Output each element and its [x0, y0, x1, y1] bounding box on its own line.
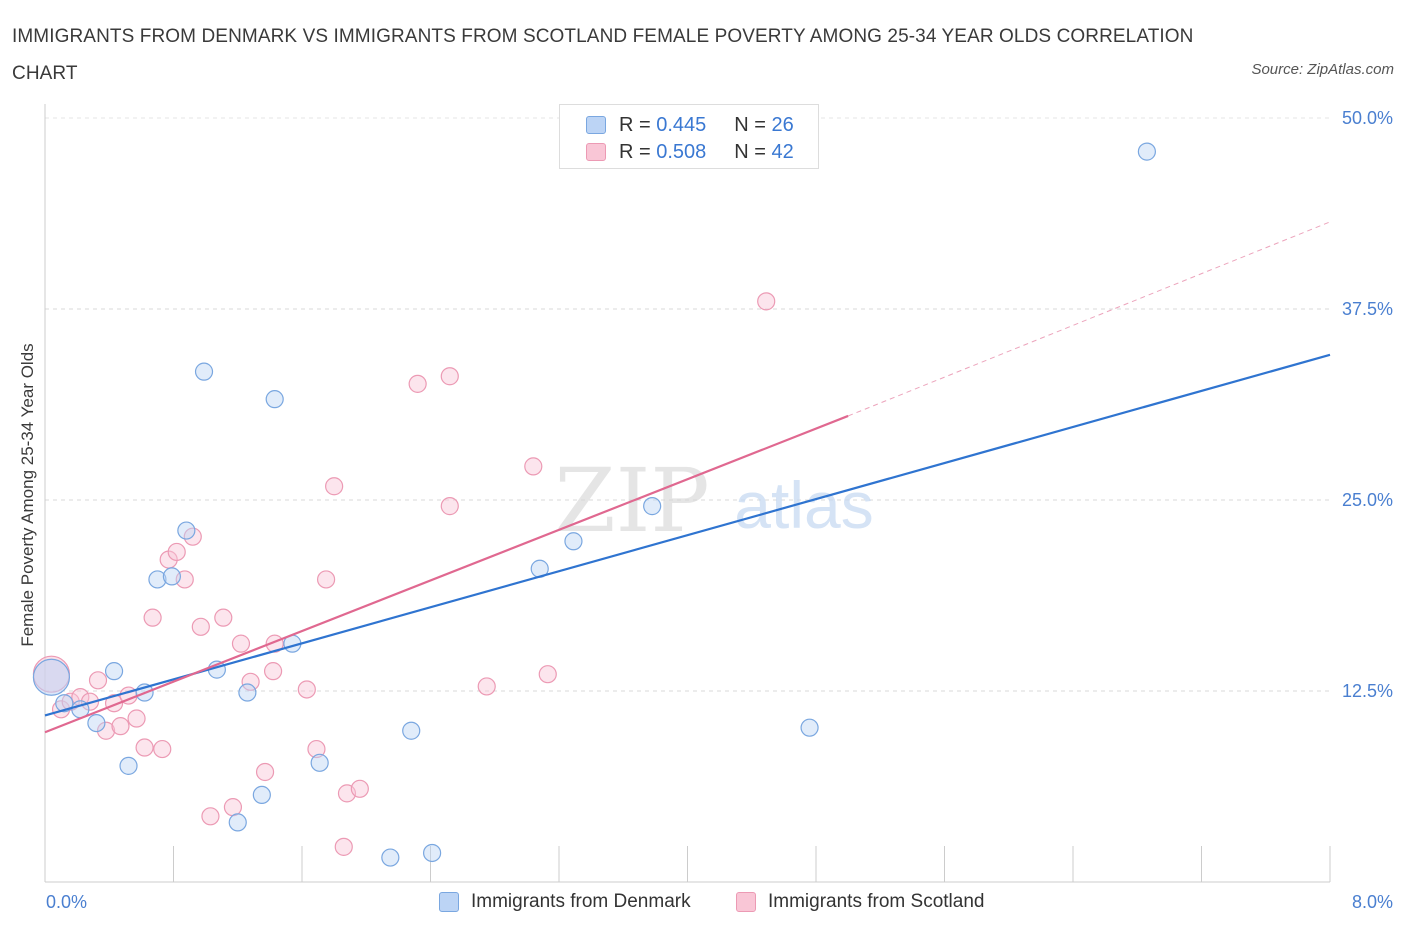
- scotland-data-point: [524, 457, 543, 476]
- scotland-data-point: [477, 677, 496, 696]
- chart-title: IMMIGRANTS FROM DENMARK VS IMMIGRANTS FR…: [12, 26, 1194, 84]
- denmark-data-point: [55, 694, 74, 713]
- scotland-data-point: [231, 634, 251, 653]
- legend-n-value: 42: [771, 140, 794, 163]
- scotland-legend-label: Immigrants from Scotland: [768, 891, 985, 912]
- scotland-data-point: [757, 292, 776, 311]
- denmark-data-point: [104, 662, 124, 681]
- scotland-data-point: [350, 779, 369, 798]
- y-tick-label: 12.5%: [1342, 681, 1393, 701]
- denmark-legend-label: Immigrants from Denmark: [471, 891, 691, 912]
- denmark-legend-swatch-icon: [439, 892, 459, 912]
- legend-n-value: 26: [771, 113, 794, 136]
- scotland-legend-swatch-icon: [736, 892, 756, 912]
- scotland-data-point: [127, 709, 146, 728]
- legend-row-scotland: R = 0.508 N = 42: [586, 139, 794, 165]
- scotland-data-point: [223, 798, 243, 817]
- legend-r-label: R =: [619, 140, 657, 163]
- watermark: ZIP atlas: [554, 449, 873, 552]
- denmark-trend-line: [44, 353, 1331, 717]
- legend-r-label: R =: [619, 113, 657, 136]
- legend-row-denmark: R = 0.445 N = 26: [586, 112, 794, 138]
- scotland-data-point: [440, 367, 459, 386]
- denmark-data-point: [162, 567, 181, 586]
- scotland-data-point: [263, 662, 283, 681]
- denmark-data-point: [119, 756, 138, 775]
- legend-n-label: N =: [734, 113, 772, 136]
- denmark-data-point: [423, 843, 442, 863]
- scotland-data-point: [408, 374, 427, 393]
- scotland-data-point: [167, 542, 186, 562]
- scotland-data-point: [143, 608, 162, 627]
- denmark-data-point: [238, 683, 257, 702]
- scotland-data-point: [307, 739, 326, 759]
- scotland-data-point: [325, 477, 344, 496]
- watermark-atlas: atlas: [734, 468, 873, 542]
- scotland-data-point: [201, 807, 220, 826]
- y-tick-label: 25.0%: [1342, 490, 1393, 510]
- scotland-swatch-icon: [586, 143, 606, 161]
- series-denmark-points: [32, 142, 1156, 867]
- denmark-data-point: [800, 718, 819, 737]
- denmark-data-point: [310, 753, 329, 772]
- scotland-data-point: [135, 738, 154, 757]
- legend-r-value: 0.508: [656, 140, 707, 163]
- scotland-data-point: [214, 608, 233, 627]
- scotland-data-point: [440, 497, 459, 516]
- scotland-data-point: [241, 672, 260, 691]
- scotland-trend-extension: [847, 221, 1331, 417]
- scotland-data-point: [316, 570, 336, 589]
- denmark-data-point: [148, 570, 167, 589]
- denmark-swatch-icon: [586, 116, 606, 134]
- series-scotland-points: [32, 292, 776, 856]
- denmark-data-point: [252, 785, 271, 805]
- denmark-data-point: [228, 813, 247, 832]
- scotland-data-point: [334, 837, 353, 856]
- legend-n-label: N =: [734, 140, 772, 163]
- denmark-data-point: [177, 521, 196, 540]
- denmark-data-point: [265, 390, 284, 409]
- scotland-data-point: [153, 739, 172, 759]
- x-tick-label: 8.0%: [1352, 892, 1393, 912]
- scotland-data-point: [88, 671, 108, 690]
- x-tick-label: 0.0%: [46, 892, 87, 912]
- bottom-legend-scotland: Immigrants from Scotland: [736, 889, 984, 915]
- denmark-data-point: [564, 532, 583, 551]
- y-tick-label: 50.0%: [1342, 108, 1393, 128]
- denmark-data-point: [1137, 142, 1156, 161]
- scotland-data-point: [538, 665, 557, 684]
- trend-lines: [44, 221, 1331, 734]
- denmark-data-point: [194, 362, 214, 381]
- tick-labels: 12.5% 25.0% 37.5% 50.0% 0.0% 8.0%: [46, 108, 1393, 912]
- scotland-data-point: [191, 617, 210, 636]
- scotland-data-point: [111, 717, 130, 736]
- denmark-data-point: [643, 497, 662, 516]
- legend-r-value: 0.445: [656, 113, 707, 136]
- bottom-legend-denmark: Immigrants from Denmark: [439, 889, 691, 915]
- denmark-data-point: [402, 721, 421, 740]
- y-tick-label: 37.5%: [1342, 299, 1393, 319]
- axes: [44, 104, 1331, 883]
- denmark-data-point: [32, 658, 71, 696]
- correlation-legend: R = 0.445 N = 26 R = 0.508 N = 42: [559, 104, 819, 169]
- scotland-trend-line: [44, 414, 849, 734]
- source-label: Source: ZipAtlas.com: [1251, 61, 1394, 78]
- denmark-data-point: [381, 848, 400, 867]
- gridlines: [45, 117, 1330, 692]
- scotland-data-point: [96, 721, 116, 740]
- scotland-data-point: [297, 680, 316, 699]
- scotland-data-point: [255, 762, 275, 782]
- denmark-data-point: [87, 713, 106, 733]
